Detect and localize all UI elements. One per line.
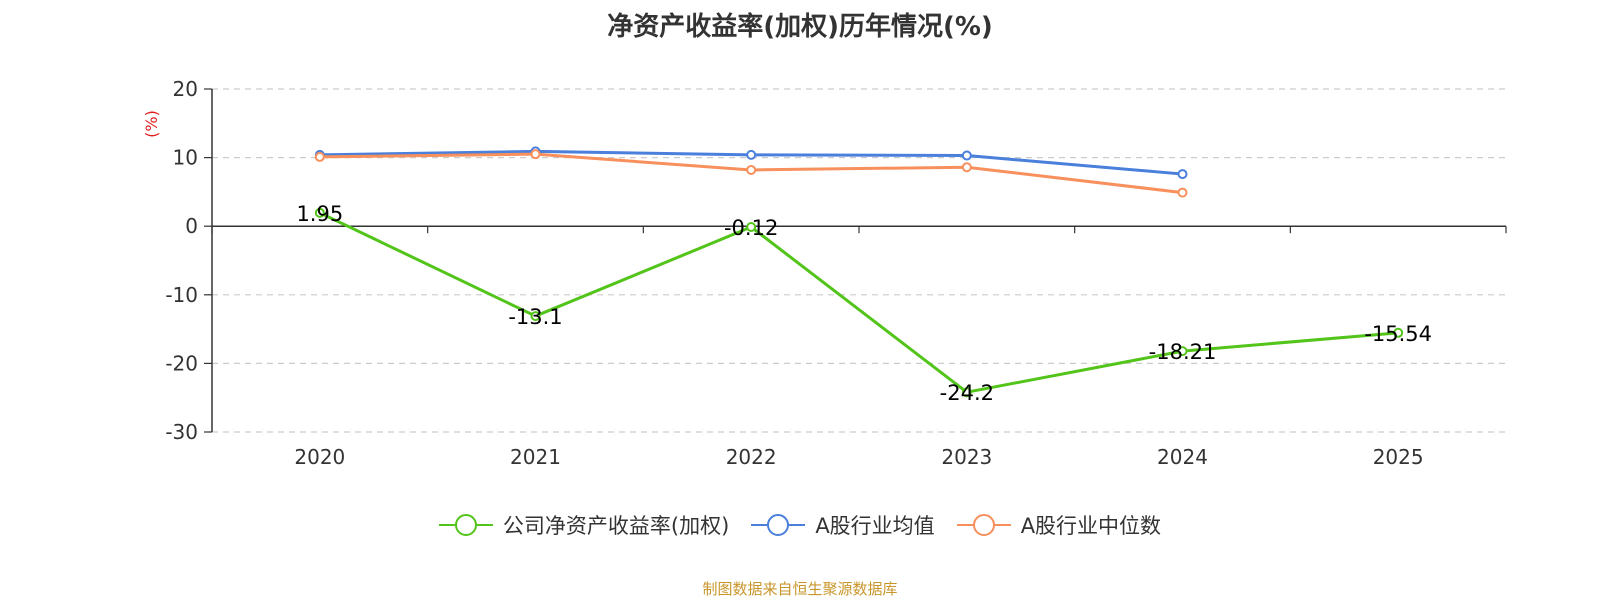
- legend: 公司净资产收益率(加权) A股行业均值 A股行业中位数: [0, 510, 1600, 540]
- data-point[interactable]: [961, 162, 972, 173]
- y-tick-label: 10: [173, 146, 198, 170]
- x-tick-label: 2024: [1157, 445, 1208, 469]
- x-tick-label: 2022: [726, 445, 777, 469]
- x-tick-label: 2023: [941, 445, 992, 469]
- y-tick-label: 20: [173, 77, 198, 101]
- legend-label: A股行业中位数: [1020, 514, 1162, 538]
- y-tick-label: -30: [165, 420, 198, 444]
- y-tick-label: -20: [165, 351, 198, 375]
- grid-lines: [212, 88, 1506, 433]
- data-point[interactable]: [530, 311, 541, 322]
- data-point[interactable]: [1177, 346, 1188, 357]
- data-point[interactable]: [530, 149, 541, 160]
- legend-label: 公司净资产收益率(加权): [502, 514, 730, 538]
- data-point[interactable]: [746, 164, 757, 175]
- y-tick-label: 0: [185, 214, 198, 238]
- legend-item-industry-median[interactable]: A股行业中位数: [956, 510, 1162, 540]
- x-tick-label: 2020: [294, 445, 345, 469]
- data-label: -13.1: [508, 305, 562, 329]
- data-point[interactable]: [961, 387, 972, 398]
- series-line: [319, 211, 1399, 394]
- chart-title: 净资产收益率(加权)历年情况(%): [607, 12, 993, 42]
- data-label: -18.21: [1149, 340, 1217, 364]
- data-point[interactable]: [314, 207, 325, 218]
- legend-item-industry-mean[interactable]: A股行业均值: [751, 510, 935, 540]
- data-point[interactable]: [746, 222, 757, 233]
- axes: 20 10 0 -10 -20 -30 2020 2021 2022 2023 2024 2025: [165, 77, 1507, 469]
- data-label: -15.54: [1364, 322, 1432, 346]
- data-label: 1.95: [296, 202, 343, 226]
- data-point[interactable]: [1393, 327, 1404, 338]
- data-label: -24.2: [940, 381, 994, 405]
- data-point[interactable]: [961, 150, 972, 161]
- y-axis-unit-label: (%): [142, 110, 161, 138]
- source-note: 制图数据来自恒生聚源数据库: [702, 580, 898, 598]
- x-tick-label: 2025: [1373, 445, 1424, 469]
- legend-line-circle-icon: [751, 514, 806, 536]
- y-tick-label: -10: [165, 283, 198, 307]
- data-point[interactable]: [1177, 169, 1188, 180]
- legend-line-circle-icon: [438, 514, 493, 536]
- x-tick-label: 2021: [510, 445, 561, 469]
- legend-label: A股行业均值: [815, 514, 935, 538]
- data-point[interactable]: [314, 151, 325, 162]
- legend-item-company-roe[interactable]: 公司净资产收益率(加权): [438, 510, 730, 540]
- data-label: -0.12: [724, 216, 778, 240]
- data-point[interactable]: [746, 149, 757, 160]
- legend-line-circle-icon: [956, 514, 1011, 536]
- series-lines: [314, 146, 1404, 398]
- data-point[interactable]: [1177, 187, 1188, 198]
- data-labels: 1.95 -13.1 -0.12 -24.2 -18.21 -15.54: [296, 202, 1432, 405]
